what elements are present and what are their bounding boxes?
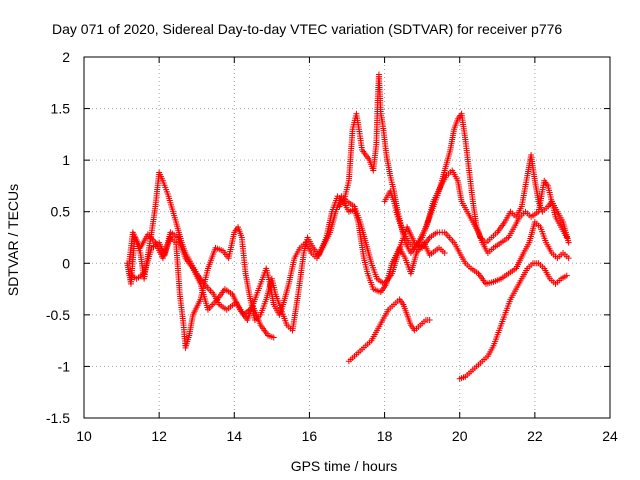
series-layer [124,71,572,382]
series-track-3 [126,193,572,324]
data-point [565,239,572,246]
x-tick-label: 12 [151,428,167,444]
y-tick-label: 2 [62,49,70,65]
x-tick-label: 20 [452,428,468,444]
series-track-5 [381,167,572,256]
data-point [426,317,433,324]
plot-frame [83,56,611,419]
x-tick-label: 10 [76,428,92,444]
tick-labels: 10 12 14 16 18 20 22 24 -1.5 -1 -0.5 0 0.5 1 1.5 2 [46,49,618,444]
chart-title: Day 071 of 2020, Sidereal Day-to-day VTE… [52,21,562,37]
data-point [563,272,570,279]
x-axis-label: GPS time / hours [291,458,398,474]
y-tick-label: 1.5 [51,101,71,117]
y-axis-label: SDTVAR / TECUs [5,184,21,296]
y-tick-label: -0.5 [46,307,70,323]
data-point [565,255,572,262]
x-tick-label: 14 [226,428,242,444]
y-tick-label: 0.5 [51,204,71,220]
x-tick-label: 18 [377,428,393,444]
y-tick-label: 0 [62,255,70,271]
y-tick-label: -1 [58,358,71,374]
data-point [270,334,277,341]
data-point [441,249,448,256]
y-tick-label: 1 [62,152,70,168]
x-tick-label: 16 [302,428,318,444]
series-track-7 [456,260,570,382]
series-track-6 [345,296,433,365]
y-tick-label: -1.5 [46,410,70,426]
x-tick-label: 22 [527,428,543,444]
x-tick-label: 24 [602,428,618,444]
